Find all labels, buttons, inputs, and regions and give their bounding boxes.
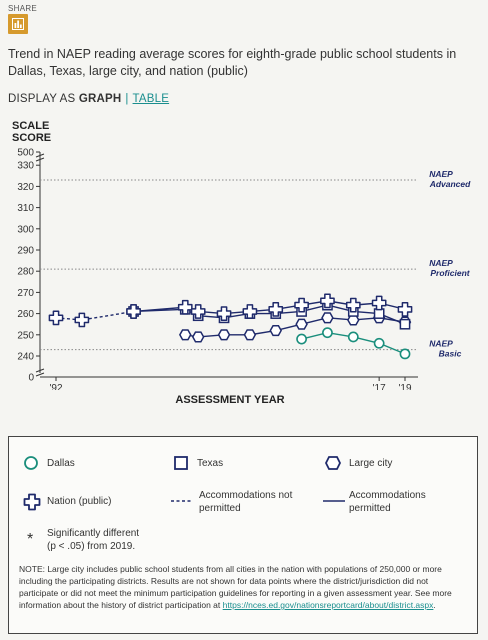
x-tick-label: '19 — [398, 383, 411, 390]
large-city-point — [178, 329, 192, 341]
dallas-point — [296, 333, 307, 345]
asterisk-symbol: * — [27, 531, 34, 548]
solid-line-legend-marker — [323, 500, 345, 502]
nation-point — [345, 297, 361, 313]
legend-permitted-line2: permitted — [349, 503, 391, 514]
y-tick-label: 270 — [17, 288, 34, 299]
x-tick-label: '17 — [373, 383, 386, 390]
legend-significance: Significantly different (p < .05) from 2… — [47, 527, 139, 553]
y-axis-title-line1: SCALE — [12, 120, 50, 132]
display-prefix: DISPLAY AS — [8, 93, 79, 105]
display-toggle: DISPLAY AS GRAPH | TABLE — [8, 93, 169, 105]
large-city-point — [217, 329, 231, 341]
large-city-legend-marker — [325, 456, 341, 470]
y-axis-title-line2: SCORE — [12, 132, 52, 144]
dallas-point — [347, 331, 359, 343]
legend-permitted-line1: Accommodations — [349, 490, 426, 501]
footnote: NOTE: Large city includes public school … — [19, 563, 469, 611]
dallas-legend-marker — [24, 456, 38, 470]
bar-chart-icon — [12, 18, 24, 30]
large-city-point — [295, 318, 308, 330]
legend-large-city: Large city — [349, 458, 393, 469]
nation-legend-marker — [23, 493, 41, 511]
nation-point — [242, 304, 258, 319]
dashed-line-legend-marker — [171, 500, 193, 502]
nation-point — [74, 312, 90, 328]
dallas-point — [373, 337, 385, 349]
series-line — [55, 310, 134, 321]
texas-point — [399, 318, 411, 330]
y-tick-label: 240 — [17, 352, 34, 363]
legend-significance-line2: (p < .05) from 2019. — [47, 541, 136, 552]
chart-title: Trend in NAEP reading average scores for… — [8, 47, 457, 78]
y-tick-label: 280 — [17, 267, 34, 278]
y-tick-label: 500 — [17, 148, 34, 159]
series-line — [185, 317, 406, 338]
legend-nation: Nation (public) — [47, 496, 112, 507]
y-tick-label: 260 — [17, 309, 34, 320]
dallas-point — [322, 327, 333, 339]
dallas-point — [399, 348, 411, 360]
legend-not-permitted-line2: permitted — [199, 503, 241, 514]
display-separator: | — [125, 93, 129, 105]
legend-not-permitted: Accommodations not permitted — [199, 489, 292, 515]
y-axis-title: SCALE SCORE — [12, 120, 51, 144]
y-tick-label: 320 — [17, 182, 34, 193]
x-axis-title: ASSESSMENT YEAR — [175, 394, 285, 406]
nation-point — [216, 306, 232, 321]
nation-point — [126, 304, 141, 319]
achievement-level-label: NAEP — [429, 339, 453, 349]
legend-box: Dallas Texas Large city Nation (public) … — [8, 436, 478, 634]
nation-point — [268, 302, 284, 317]
y-tick-label: 330 — [17, 161, 34, 172]
nation-point — [371, 295, 387, 311]
x-tick-label: '92 — [49, 383, 62, 390]
share-label: SHARE — [8, 4, 38, 13]
texas-legend-marker — [174, 456, 188, 470]
graph-option[interactable]: GRAPH — [78, 93, 122, 105]
nation-point — [294, 297, 309, 313]
y-axis-break-top — [35, 153, 45, 162]
nation-point — [48, 310, 64, 326]
district-participation-link[interactable]: https://nces.ed.gov/nationsreportcard/ab… — [222, 600, 434, 610]
nation-point — [320, 293, 335, 309]
legend-dallas: Dallas — [47, 458, 75, 469]
y-tick-label: 310 — [17, 203, 34, 214]
achievement-level-name: Advanced — [429, 179, 471, 189]
footnote-end: . — [433, 600, 436, 610]
nation-point — [190, 304, 206, 319]
large-city-point — [191, 331, 205, 343]
nation-point — [177, 299, 193, 315]
y-axis-break-bottom — [35, 368, 45, 377]
achievement-level-name: Basic — [439, 349, 462, 359]
achievement-level-label: NAEP — [429, 258, 453, 268]
achievement-level-label: NAEP — [429, 169, 453, 179]
legend-texas: Texas — [197, 458, 224, 469]
achievement-level-name: Proficient — [430, 268, 470, 278]
footnote-text: NOTE: Large city includes public school … — [19, 564, 452, 610]
legend-permitted: Accommodations permitted — [349, 489, 426, 515]
share-button[interactable] — [8, 14, 28, 34]
legend-significance-line1: Significantly different — [47, 528, 140, 539]
large-city-point — [269, 325, 283, 337]
y-tick-label: 250 — [17, 330, 34, 341]
nation-point — [397, 302, 413, 317]
large-city-point — [243, 329, 257, 341]
legend-not-permitted-line1: Accommodations not — [199, 490, 293, 501]
texas-point — [373, 308, 385, 319]
y-tick-label-zero: 0 — [28, 373, 34, 384]
large-city-point — [321, 312, 334, 324]
y-tick-label: 290 — [17, 246, 34, 257]
table-link[interactable]: TABLE — [132, 93, 170, 105]
y-tick-label: 300 — [17, 224, 34, 235]
trend-chart: 240 250 260 270 280 290 300 310 320 330 500 0 '92 '17… — [17, 148, 471, 391]
